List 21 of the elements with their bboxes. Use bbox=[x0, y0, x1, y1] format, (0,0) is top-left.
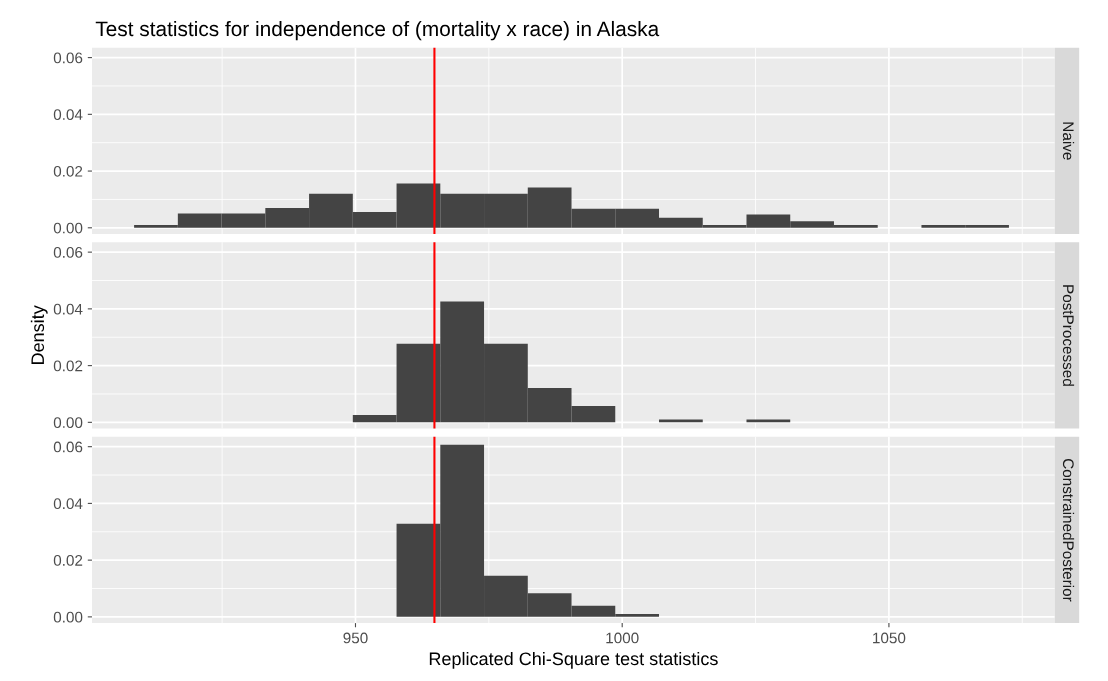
x-tick-label: 950 bbox=[343, 632, 368, 644]
y-tick-label: 0.00 bbox=[53, 222, 83, 234]
text: ConstrainedPosterior bbox=[1062, 458, 1075, 602]
y-tick-label: 0.04 bbox=[53, 498, 83, 510]
text: PostProcessed bbox=[1062, 285, 1075, 386]
y-tick-label: 0.02 bbox=[53, 165, 83, 177]
y-tick-label: 0.06 bbox=[53, 247, 83, 258]
chart-title: Test statistics for independence of (mortality x race) in Alaska bbox=[95, 20, 660, 41]
y-tick-label: 0.00 bbox=[53, 417, 83, 429]
y-tick-label: 0.06 bbox=[53, 441, 83, 453]
y-tick-label: 0.04 bbox=[53, 109, 83, 121]
x-tick-label: 1050 bbox=[873, 632, 906, 644]
text: Naive bbox=[1062, 122, 1075, 160]
y-tick-label: 0.04 bbox=[53, 303, 83, 315]
y-axis-title: Density bbox=[30, 305, 48, 365]
x-tick-label: 1000 bbox=[606, 632, 639, 644]
y-tick-label: 0.00 bbox=[53, 611, 83, 623]
y-tick-label: 0.02 bbox=[53, 555, 83, 566]
y-tick-label: 0.02 bbox=[53, 360, 83, 372]
y-tick-label: 0.06 bbox=[53, 52, 83, 64]
x-axis-title: Replicated Chi-Square test statistics bbox=[429, 651, 718, 669]
